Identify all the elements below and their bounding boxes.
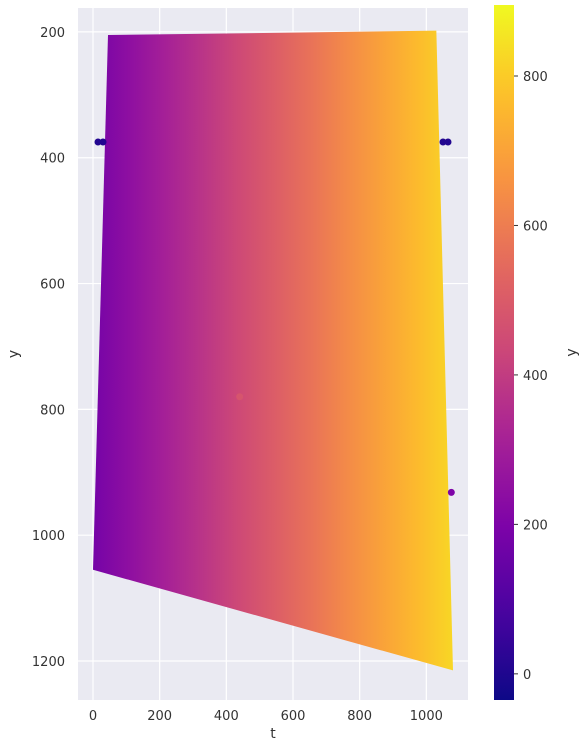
colorbar-tick-label: 200 bbox=[523, 518, 548, 533]
colorbar-ticks: 0 200 400 600 800 bbox=[514, 70, 548, 683]
scatter-point bbox=[236, 393, 244, 401]
colorbar-tick-label: 400 bbox=[523, 369, 548, 384]
colorbar bbox=[494, 5, 514, 700]
scatter-point bbox=[99, 138, 107, 146]
x-tick-label: 600 bbox=[281, 709, 306, 724]
isolated-points bbox=[94, 138, 455, 496]
x-tick-label: 1000 bbox=[410, 709, 443, 724]
scatter-point bbox=[447, 488, 455, 496]
x-axis-label: t bbox=[270, 726, 276, 742]
x-tick-label: 400 bbox=[214, 709, 239, 724]
y-tick-labels: 200 400 600 800 1000 1200 bbox=[32, 26, 65, 670]
colorbar-tick-label: 0 bbox=[523, 668, 531, 683]
x-tick-label: 0 bbox=[89, 709, 97, 724]
x-tick-label: 800 bbox=[347, 709, 372, 724]
point-cloud-region bbox=[93, 30, 453, 671]
x-tick-labels: 0 200 400 600 800 1000 bbox=[89, 709, 443, 724]
colorbar-label: y bbox=[564, 348, 580, 356]
y-tick-label: 800 bbox=[40, 403, 65, 418]
y-tick-label: 400 bbox=[40, 152, 65, 167]
colorbar-tick-label: 800 bbox=[523, 70, 548, 85]
scatter-point bbox=[94, 138, 102, 146]
y-tick-label: 600 bbox=[40, 278, 65, 293]
point-cloud bbox=[93, 30, 453, 671]
y-tick-label: 1000 bbox=[32, 529, 65, 544]
y-axis-label: y bbox=[6, 350, 22, 358]
y-tick-label: 200 bbox=[40, 26, 65, 41]
scatter-point bbox=[444, 138, 452, 146]
scatter-point bbox=[439, 138, 447, 146]
y-tick-label: 1200 bbox=[32, 655, 65, 670]
colorbar-tick-label: 600 bbox=[523, 219, 548, 234]
x-tick-label: 200 bbox=[147, 709, 172, 724]
